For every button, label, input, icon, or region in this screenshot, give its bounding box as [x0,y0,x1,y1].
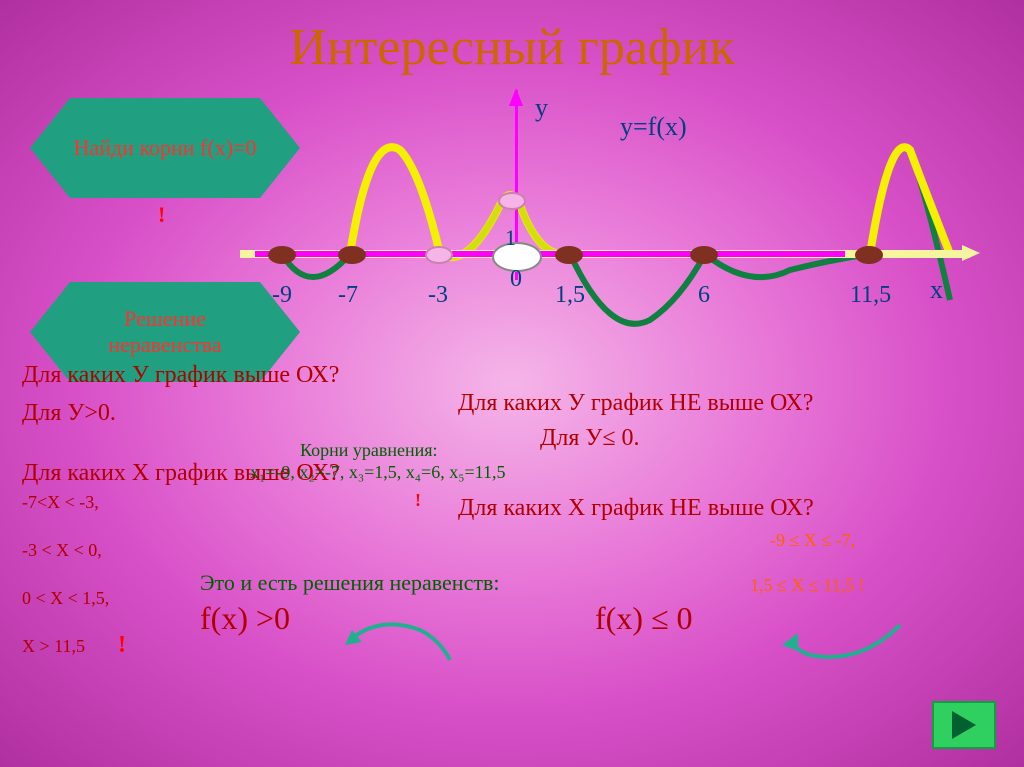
answer-1: Для У>0. [22,400,116,427]
play-icon [952,711,976,739]
question-1: Для каких У график выше ОХ? [22,362,339,389]
xtick: -9 [272,282,292,309]
interval-r1: -9 ≤ X ≤ -7, [770,530,855,551]
xtick: -7 [338,282,358,309]
arrow-swoosh-right [780,615,920,685]
exclaim-3: ! [118,632,126,659]
chart: y y=f(x) x 0 1 -9 -7 -3 1,5 6 11,5 [210,90,990,350]
y-axis-label: y [535,93,548,123]
exclaim-2: ! [415,490,421,511]
roots-list: x₁=-9, x₂=-7, x₃=1,5, x₄=6, x₅=11,5 [250,462,505,483]
xtick: 6 [698,282,710,309]
root-marker [855,246,883,264]
exclaim-1: ! [158,202,165,228]
origin-label: 0 [510,266,522,293]
answer-2: Для У≤ 0. [540,425,640,452]
interval-l2: -3 < X < 0, [22,540,102,561]
f-positive: f(x) >0 [200,600,290,637]
root-marker [268,246,296,264]
root-marker [338,246,366,264]
function-label: y=f(x) [620,112,687,142]
xtick: -3 [428,282,448,309]
x-axis-arrow [962,245,980,261]
interval-r2: 1,5 ≤ X ≤ 11,5 ! [750,575,865,596]
tangent-marker [425,246,453,264]
root-marker [555,246,583,264]
interval-l4: X > 11,5 [22,636,85,657]
interval-l3: 0 < X < 1,5, [22,588,109,609]
roots-title: Корни уравнения: [300,440,438,461]
root-marker [690,246,718,264]
tangent-marker [498,192,526,210]
xtick: 1,5 [555,282,585,309]
arrow-swoosh-left [340,610,460,670]
tick-one: 1 [505,225,516,251]
f-nonpositive: f(x) ≤ 0 [595,600,693,637]
xtick: 11,5 [850,282,891,309]
slide: Интересный график Найди корни f(x)=0 ! Р… [0,0,1024,767]
next-button[interactable] [932,701,996,749]
solutions-text: Это и есть решения неравенств: [200,570,499,596]
x-axis-label: x [930,275,943,305]
question-4: Для каких Х график НЕ выше ОХ? [458,495,814,522]
slide-title: Интересный график [289,18,734,77]
function-curve [210,90,990,350]
question-2: Для каких У график НЕ выше ОХ? [458,390,813,417]
interval-l1: -7<X < -3, [22,492,99,513]
